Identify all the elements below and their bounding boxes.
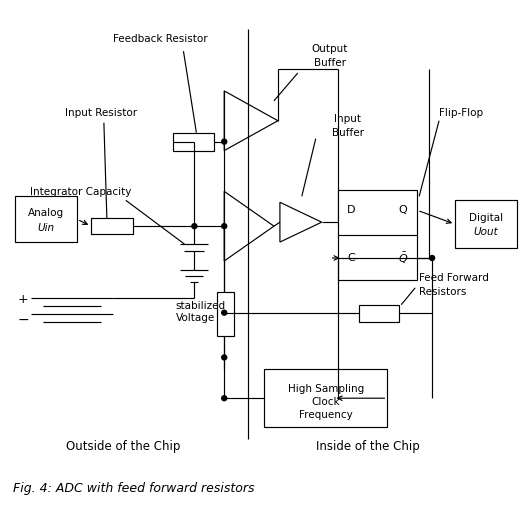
Text: Uout: Uout — [473, 227, 498, 237]
Text: Buffer: Buffer — [332, 128, 364, 138]
Text: Q: Q — [399, 205, 408, 215]
Text: Analog: Analog — [28, 208, 64, 218]
Text: Input: Input — [334, 114, 361, 124]
Text: −: − — [17, 312, 29, 327]
Text: Output: Output — [312, 44, 348, 54]
Text: Integrator Capacity: Integrator Capacity — [30, 187, 131, 197]
Bar — [338, 190, 417, 280]
Circle shape — [430, 256, 435, 261]
Circle shape — [222, 224, 227, 229]
Text: Digital: Digital — [469, 213, 503, 223]
Text: Clock: Clock — [311, 397, 340, 407]
Circle shape — [222, 139, 227, 144]
Circle shape — [192, 224, 197, 229]
Bar — [172, 133, 214, 150]
Text: Resistors: Resistors — [419, 287, 466, 297]
Bar — [455, 200, 517, 248]
Text: stabilized: stabilized — [175, 301, 226, 311]
Text: Fig. 4: ADC with feed forward resistors: Fig. 4: ADC with feed forward resistors — [13, 482, 255, 495]
Text: Frequency: Frequency — [299, 410, 352, 420]
Circle shape — [222, 310, 227, 315]
Text: Buffer: Buffer — [314, 58, 346, 68]
Text: Feed Forward: Feed Forward — [419, 273, 489, 283]
Bar — [217, 292, 234, 336]
Text: Feedback Resistor: Feedback Resistor — [113, 34, 208, 44]
Circle shape — [222, 355, 227, 360]
Text: Voltage: Voltage — [175, 312, 215, 323]
Circle shape — [222, 396, 227, 401]
Text: +: + — [18, 293, 29, 306]
Text: C: C — [348, 253, 356, 263]
Bar — [359, 305, 399, 322]
Text: Input Resistor: Input Resistor — [65, 108, 137, 118]
Bar — [264, 369, 387, 427]
Bar — [15, 196, 77, 242]
Text: $\bar{Q}$: $\bar{Q}$ — [398, 250, 409, 266]
Text: Inside of the Chip: Inside of the Chip — [315, 440, 419, 454]
Text: Flip-Flop: Flip-Flop — [439, 108, 483, 118]
Text: D: D — [347, 205, 356, 215]
Text: Outside of the Chip: Outside of the Chip — [66, 440, 180, 454]
Text: High Sampling: High Sampling — [288, 384, 364, 394]
Text: Uin: Uin — [38, 223, 55, 233]
Bar — [91, 218, 132, 234]
